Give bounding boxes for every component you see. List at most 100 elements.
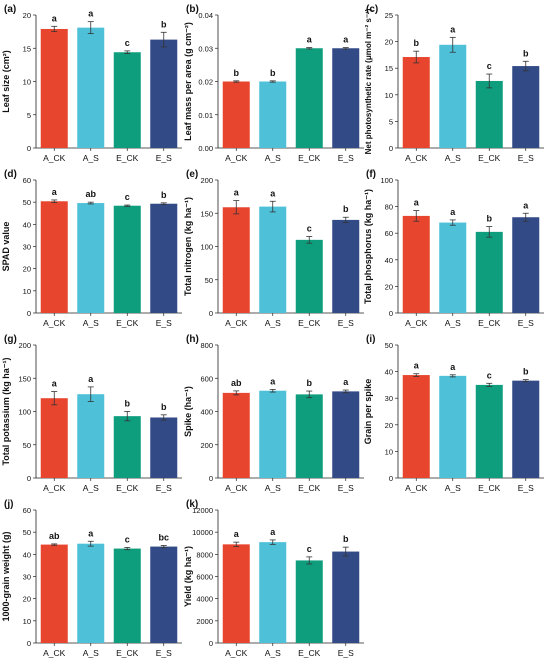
x-tick-label: E_S: [338, 318, 354, 328]
bar-E_S: [332, 219, 360, 313]
significance-letter: bc: [158, 532, 169, 542]
y-tick-label: 0.00: [198, 144, 213, 153]
x-tick-label: A_CK: [225, 648, 248, 658]
y-tick-label: 4000: [196, 595, 213, 604]
bar-A_CK: [40, 398, 68, 478]
x-tick-label: A_S: [445, 483, 461, 493]
significance-letter: b: [161, 402, 167, 412]
y-tick-label: 15: [23, 44, 31, 53]
panel-label: (j): [4, 499, 13, 510]
significance-letter: c: [125, 534, 130, 544]
y-tick-label: 5: [389, 117, 393, 126]
y-tick-label: 150: [200, 209, 213, 218]
panel-label: (b): [186, 4, 199, 15]
significance-letter: ab: [85, 189, 96, 199]
y-tick-label: 10: [385, 447, 393, 456]
x-tick-label: E_S: [338, 483, 354, 493]
panel-label: (g): [4, 334, 17, 345]
bar-E_CK: [295, 239, 323, 313]
bar-A_CK: [40, 201, 68, 313]
y-tick-label: 50: [23, 198, 31, 207]
significance-letter: a: [414, 361, 420, 371]
y-axis-label: Yield (kg ha⁻¹): [183, 546, 193, 607]
bar-A_S: [439, 375, 467, 478]
significance-letter: b: [523, 48, 529, 58]
x-tick-label: E_CK: [298, 318, 321, 328]
y-tick-label: 20: [385, 38, 393, 47]
significance-letter: c: [487, 370, 492, 380]
y-tick-label: 600: [200, 374, 213, 383]
bar-E_S: [150, 546, 178, 643]
bar-A_S: [77, 27, 105, 148]
x-tick-label: A_S: [265, 483, 281, 493]
significance-letter: b: [234, 68, 240, 78]
x-tick-label: A_CK: [225, 153, 248, 163]
y-tick-label: 400: [200, 408, 213, 417]
y-tick-label: 20: [385, 282, 393, 291]
x-tick-label: A_CK: [405, 318, 428, 328]
significance-letter: a: [450, 207, 456, 217]
y-axis-label: Leaf mass per area (g cm⁻²): [183, 22, 193, 141]
x-tick-label: E_CK: [116, 483, 139, 493]
y-tick-label: 0: [209, 639, 213, 648]
y-axis-label: Leaf size (cm²): [1, 50, 11, 113]
x-tick-label: E_CK: [298, 483, 321, 493]
significance-letter: a: [52, 13, 58, 23]
y-tick-label: 50: [23, 441, 31, 450]
x-tick-label: A_CK: [225, 483, 248, 493]
y-tick-label: 100: [18, 408, 31, 417]
bar-A_S: [77, 543, 105, 643]
bar-E_CK: [295, 394, 323, 478]
significance-letter: c: [307, 544, 312, 554]
bar-A_S: [77, 394, 105, 478]
chart-panel-g: (g) Total potassium (kg ha⁻¹) 0 50 100 150 200…: [1, 334, 182, 493]
bar-E_S: [512, 66, 540, 148]
x-tick-label: E_CK: [478, 318, 501, 328]
bar-A_S: [439, 222, 467, 313]
y-axis-label: Total potassium (kg ha⁻¹): [1, 357, 11, 465]
y-tick-label: 0: [389, 144, 393, 153]
chart-panel-c: (c)Net photosynthetic rate (μmol m⁻² s⁻¹…: [364, 4, 544, 163]
y-tick-label: 0: [389, 474, 393, 483]
bar-A_S: [259, 390, 287, 478]
y-tick-label: 0: [27, 474, 31, 483]
y-tick-label: 0.04: [198, 11, 213, 20]
x-tick-label: E_S: [518, 318, 534, 328]
bar-A_S: [259, 81, 287, 148]
y-tick-label: 30: [385, 394, 393, 403]
significance-letter: a: [270, 376, 276, 386]
y-tick-label: 800: [200, 341, 213, 350]
significance-letter: b: [343, 204, 349, 214]
panel-label: (d): [4, 169, 17, 180]
bar-A_S: [259, 206, 287, 313]
y-tick-label: 15: [385, 64, 393, 73]
significance-letter: c: [307, 224, 312, 234]
bar-A_CK: [222, 392, 250, 478]
x-tick-label: A_CK: [43, 318, 66, 328]
y-tick-label: 0: [27, 144, 31, 153]
x-tick-label: A_CK: [405, 483, 428, 493]
panel-label: (c): [366, 4, 378, 15]
chart-panel-i: (i) Grain per spike 0 10 20 30 40 50 a A_CK a A_S c E…: [363, 334, 544, 493]
chart-panel-h: (h) Spike (ha⁻¹) 0 200 400 600 800 ab A_CK a A_S b E…: [183, 334, 364, 493]
significance-letter: a: [52, 379, 58, 389]
y-tick-label: 200: [200, 441, 213, 450]
bar-E_CK: [113, 52, 141, 148]
significance-letter: a: [234, 529, 240, 539]
significance-letter: b: [161, 19, 167, 29]
bar-E_CK: [113, 416, 141, 478]
panel-label: (h): [186, 334, 199, 345]
y-tick-label: 0: [27, 639, 31, 648]
significance-letter: a: [88, 528, 94, 538]
x-tick-label: A_S: [265, 648, 281, 658]
y-tick-label: 30: [23, 573, 31, 582]
bar-E_S: [150, 203, 178, 313]
chart-panel-d: (d) SPAD value 0 10 20 30 40 50 60 a A_CK ab A_S c E_C…: [1, 169, 182, 328]
panel-label: (i): [366, 334, 375, 345]
y-tick-label: 2000: [196, 617, 213, 626]
y-tick-label: 8000: [196, 550, 213, 559]
y-tick-label: 50: [205, 276, 213, 285]
significance-letter: b: [270, 68, 276, 78]
y-axis-label: Total nitrogen (kg ha⁻¹): [183, 197, 193, 296]
x-tick-label: A_S: [265, 318, 281, 328]
